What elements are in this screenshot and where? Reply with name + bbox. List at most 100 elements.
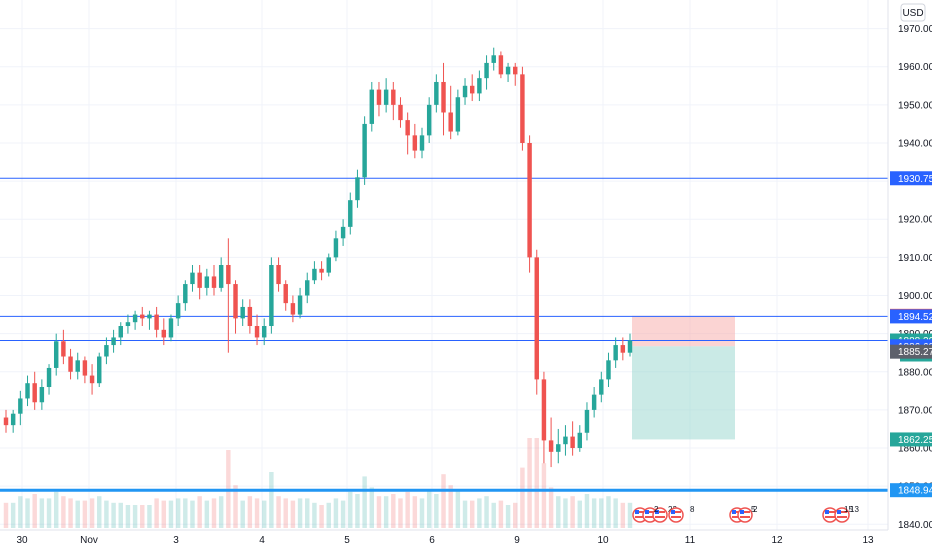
candle-body	[283, 284, 288, 304]
short-position-tool[interactable]	[632, 315, 735, 440]
candle	[297, 287, 303, 319]
candle	[226, 238, 231, 353]
tag-1885: 1885.27	[890, 344, 932, 359]
event-stripe	[645, 516, 655, 518]
candle	[305, 272, 310, 304]
candle	[89, 364, 95, 395]
candle	[32, 371, 37, 410]
tag-1894-text: 1894.52	[898, 312, 932, 323]
event-count: 5	[751, 505, 756, 514]
us-flag-event-icon[interactable]	[737, 507, 753, 523]
volume-bar	[97, 496, 102, 528]
candle-body	[247, 306, 253, 327]
candle	[591, 387, 597, 418]
price-tick-label: 1920.00	[898, 215, 932, 226]
volume-bar	[211, 498, 217, 528]
volume-bar	[362, 476, 367, 528]
candle-body	[355, 177, 360, 201]
candle	[97, 352, 102, 388]
candle-body	[441, 81, 446, 113]
volume-bar	[426, 489, 432, 528]
candle-body	[175, 303, 181, 319]
candle-body	[233, 284, 238, 319]
event-count-extra: 2	[753, 505, 758, 514]
event-count-extra: 13	[850, 505, 859, 514]
volume-bar	[613, 498, 618, 528]
candle-body	[455, 97, 461, 132]
candle	[577, 425, 583, 452]
volume-bar	[204, 500, 210, 528]
volume-bar	[340, 500, 346, 528]
candle	[183, 280, 188, 311]
candle-body	[10, 413, 16, 426]
time-tick-label: 5	[344, 535, 350, 546]
time-tick-label: 10	[597, 535, 609, 546]
currency-label[interactable]: USD	[902, 8, 923, 19]
us-flag-event-icon[interactable]	[668, 507, 684, 523]
time-tick-label: 9	[514, 535, 520, 546]
volume-bar	[276, 496, 281, 528]
candle-body	[505, 66, 511, 75]
event-stripe	[671, 511, 681, 513]
stop-loss-zone[interactable]	[632, 315, 735, 347]
candle	[613, 337, 618, 368]
volume-bar	[498, 500, 504, 528]
candle-body	[118, 326, 123, 338]
event-markers[interactable]: 2228521513	[632, 505, 859, 523]
event-canton	[645, 510, 649, 514]
us-flag-event-icon[interactable]	[834, 507, 850, 523]
candle-body	[376, 89, 382, 105]
volume-bar	[419, 498, 425, 528]
volume-bar	[441, 474, 446, 528]
volume-bar	[513, 502, 518, 528]
candle	[312, 261, 317, 285]
volume-bar	[563, 498, 568, 528]
volume-bar	[312, 502, 317, 528]
candle-body	[527, 142, 532, 258]
candle	[383, 78, 389, 113]
event-canton	[740, 510, 744, 514]
candle	[333, 230, 339, 262]
candle-body	[53, 341, 59, 368]
take-profit-zone[interactable]	[632, 346, 735, 440]
volume-bar	[412, 496, 418, 528]
candle-body	[405, 120, 410, 136]
candle-body	[577, 432, 583, 449]
volume-bar	[455, 489, 461, 528]
volume-bar	[269, 472, 274, 528]
time-tick-label: 12	[771, 535, 783, 546]
tag-1930-text: 1930.75	[898, 174, 932, 185]
event-stripe	[655, 511, 665, 513]
candle-body	[297, 295, 303, 315]
event-canton	[635, 510, 639, 514]
tag-1894: 1894.52	[890, 309, 932, 324]
candle	[462, 78, 468, 105]
candle-body	[498, 55, 504, 75]
candle-body	[269, 265, 274, 327]
volume-bar	[68, 498, 73, 528]
time-tick-label: Nov	[80, 535, 98, 546]
candle	[283, 280, 288, 311]
volume-bar	[405, 491, 410, 528]
candle	[391, 81, 396, 121]
currency-button-frame[interactable]	[900, 3, 926, 22]
candle	[233, 280, 238, 334]
candle-body	[333, 238, 339, 258]
volume-bar	[75, 500, 80, 528]
volume-bar	[348, 491, 353, 528]
candle-body	[613, 345, 618, 361]
candle-body	[82, 360, 88, 376]
candle-body	[391, 89, 396, 105]
volume-bar	[218, 496, 224, 528]
event-stripe	[671, 516, 681, 518]
candle-body	[563, 436, 568, 445]
candle-body	[340, 226, 346, 239]
currency-button[interactable]: USD	[900, 3, 926, 22]
volume-bar	[369, 487, 375, 528]
candle-body	[168, 318, 174, 338]
candle-body	[190, 272, 195, 285]
volume-bar	[541, 463, 547, 528]
us-flag-event-icon[interactable]	[652, 507, 668, 523]
event-stripe	[655, 516, 665, 518]
